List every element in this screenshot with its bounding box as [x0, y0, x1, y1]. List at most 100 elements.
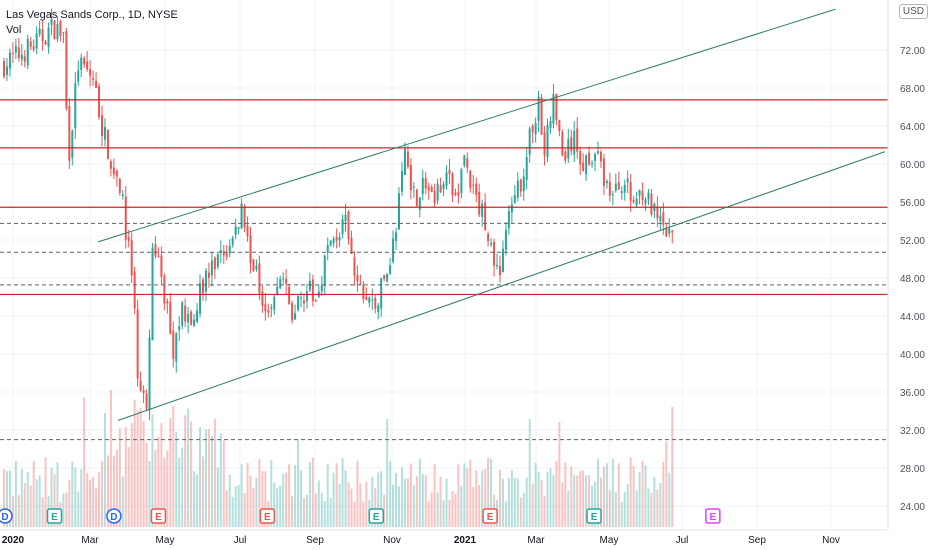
volume-bar — [617, 463, 620, 527]
event-marker-letter: E — [264, 512, 271, 523]
candle-body — [106, 130, 109, 159]
candle-body — [187, 313, 190, 323]
candle-body — [632, 200, 635, 202]
earnings-marker-icon — [705, 508, 721, 524]
volume-bar — [62, 493, 65, 527]
volume-bar — [626, 484, 629, 527]
volume-indicator-label[interactable]: Vol — [6, 24, 22, 36]
volume-bar — [377, 472, 380, 527]
volume-bar — [77, 491, 80, 527]
time-tick-label: May — [600, 535, 619, 546]
volume-bar — [305, 494, 308, 527]
volume-bar — [80, 468, 83, 527]
candle-body — [323, 255, 326, 286]
volume-bar — [20, 469, 23, 527]
volume-bar — [29, 485, 32, 527]
volume-bar — [26, 472, 29, 527]
candle-body — [650, 193, 653, 215]
candle-body — [246, 225, 249, 237]
candle-body — [344, 214, 347, 222]
volume-bar — [71, 461, 74, 527]
volume-bar — [653, 476, 656, 527]
volume-bar — [602, 466, 605, 527]
candle-body — [68, 106, 71, 161]
volume-bar — [573, 474, 576, 527]
price-tick-label: 28.00 — [900, 464, 925, 475]
symbol-title[interactable]: Las Vegas Sands Corp., 1D, NYSE — [6, 9, 178, 21]
volume-bar — [460, 485, 463, 527]
candle-body — [481, 203, 484, 217]
candle-body — [368, 297, 371, 303]
volume-bar — [335, 463, 338, 527]
volume-bar — [219, 433, 222, 527]
volume-bar — [74, 467, 77, 527]
volume-bar — [89, 480, 92, 527]
candle-body — [103, 127, 106, 140]
candle-body — [588, 152, 591, 165]
candle-body — [47, 27, 50, 47]
volume-bar — [273, 482, 276, 527]
candle-body — [644, 199, 647, 204]
candle-body — [620, 191, 623, 194]
volume-bar — [501, 478, 504, 527]
price-tick-label: 44.00 — [900, 312, 925, 323]
volume-bar — [326, 464, 329, 527]
candle-body — [386, 273, 389, 282]
candle-body — [442, 183, 445, 190]
candle-body — [219, 250, 222, 254]
volume-bar — [210, 435, 213, 527]
volume-bar — [475, 470, 478, 527]
time-tick-label: 2021 — [454, 535, 477, 546]
volume-bar — [11, 496, 14, 527]
price-axis-bg — [888, 0, 932, 550]
time-axis[interactable]: 2020 Mar May Jul Sep Nov 2021 Mar May Jul Sep Nov — [0, 529, 888, 546]
candle-body — [439, 185, 442, 193]
candle-body — [305, 291, 308, 302]
volume-bar — [647, 488, 650, 527]
volume-bar — [279, 485, 282, 527]
volume-bar — [365, 482, 368, 527]
candle-body — [662, 212, 665, 225]
candle-body — [415, 189, 418, 207]
volume-bar — [463, 463, 466, 527]
candle-body — [285, 278, 288, 284]
candle-body — [573, 130, 576, 155]
volume-bar — [386, 419, 389, 527]
candle-body — [201, 279, 204, 294]
candle-body — [65, 31, 68, 109]
candle-body — [582, 162, 585, 171]
volume-bar — [546, 471, 549, 527]
price-tick-label: 48.00 — [900, 274, 925, 285]
price-tick-label: 24.00 — [900, 502, 925, 513]
candle-body — [457, 191, 460, 197]
volume-bar — [83, 397, 86, 527]
volume-bar — [109, 390, 112, 527]
volume-bar — [537, 472, 540, 527]
earnings-marker-icon — [150, 508, 167, 524]
volume-bar — [225, 490, 228, 527]
volume-bar — [300, 470, 302, 527]
volume-bar — [662, 461, 665, 527]
candle-body — [629, 182, 632, 201]
currency-badge[interactable]: USD — [898, 4, 928, 19]
volume-bar — [611, 458, 614, 527]
price-axis[interactable]: 24.00 28.00 32.00 36.00 40.00 44.00 48.00 52.00… — [887, 0, 932, 550]
volume-bar — [32, 461, 35, 527]
candle-body — [400, 171, 403, 192]
event-marker-letter: D — [1, 512, 8, 523]
candle-body — [647, 192, 650, 200]
volume-bar — [5, 471, 8, 527]
volume-bar — [582, 470, 585, 527]
candle-body — [671, 230, 674, 233]
volume-bar — [451, 491, 454, 527]
candle-body — [564, 151, 567, 161]
volume-bar — [614, 492, 617, 527]
volume-bar — [3, 469, 5, 527]
volume-bar — [228, 474, 231, 527]
trend-channel[interactable] — [97, 8, 886, 421]
volume-bar — [487, 457, 490, 527]
time-tick-label: Sep — [748, 535, 766, 546]
volume-bar — [264, 471, 267, 527]
